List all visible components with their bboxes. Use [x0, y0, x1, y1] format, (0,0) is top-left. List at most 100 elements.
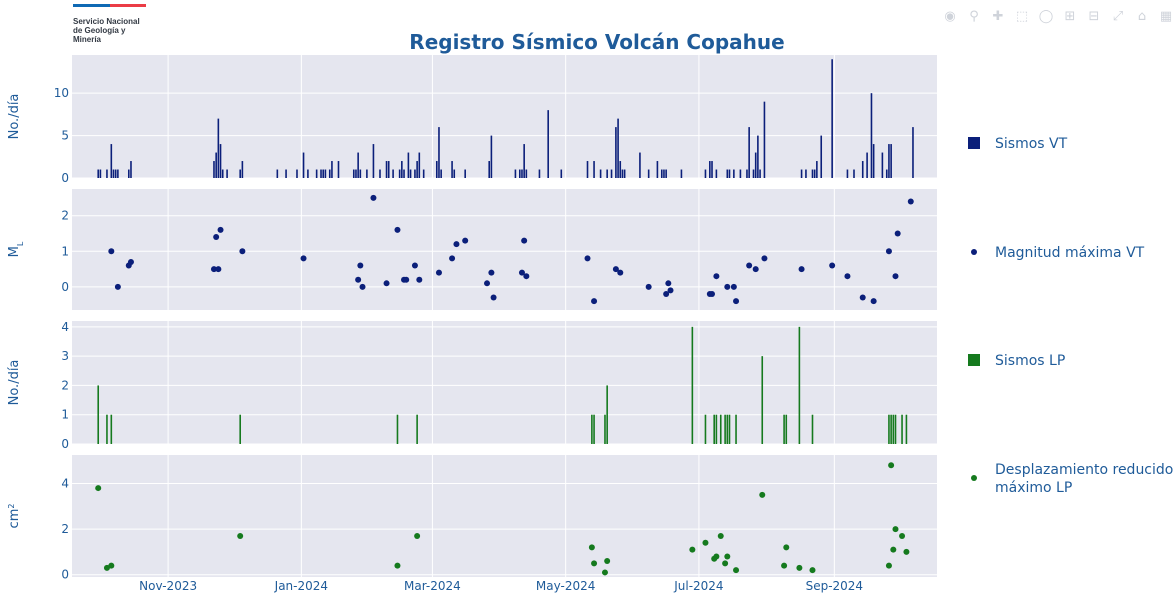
bar [307, 169, 309, 178]
data-point [355, 276, 362, 283]
data-point [907, 198, 914, 205]
bar [414, 169, 416, 178]
data-point [213, 234, 220, 241]
logo-line-1: Servicio Nacional [73, 17, 140, 26]
bar [905, 414, 908, 444]
legend-label: Sismos LP [995, 353, 1065, 369]
bar [106, 414, 108, 444]
data-point [689, 546, 696, 553]
y-tick-label: 0 [61, 568, 69, 582]
data-point [892, 273, 899, 280]
autoscale-icon[interactable]: ⤢ [1112, 9, 1124, 24]
data-point [604, 558, 611, 565]
data-point [761, 255, 768, 262]
data-point [462, 237, 469, 244]
data-point [601, 569, 608, 576]
lasso-icon[interactable]: ◯ [1038, 9, 1054, 24]
bar [660, 169, 663, 178]
data-point [829, 262, 836, 269]
zoom-out-icon[interactable]: ⊟ [1088, 9, 1100, 24]
panel-vt: 0 5 10 No./día Sismos VT [7, 55, 1068, 185]
y-tick-label: 0 [61, 437, 69, 451]
bar [215, 152, 217, 178]
data-point [844, 273, 851, 280]
zoom-icon[interactable]: ⚲ [969, 9, 979, 24]
data-point [888, 462, 895, 469]
bar [355, 169, 357, 178]
bar [870, 93, 873, 178]
bar [521, 169, 523, 178]
bar [881, 152, 884, 178]
y-axis-label-script: 2 [7, 504, 16, 509]
bar [805, 169, 807, 178]
bar [617, 118, 619, 178]
bar [811, 169, 814, 178]
x-tick-label: Jan-2024 [274, 579, 328, 593]
bar [892, 414, 895, 444]
bar [811, 414, 814, 444]
data-point [453, 241, 460, 248]
bar [785, 414, 788, 444]
plotly-logo-icon[interactable]: ▦ [1159, 9, 1173, 24]
bar [110, 144, 113, 178]
bar [276, 169, 279, 178]
bar [398, 169, 401, 178]
bar [525, 169, 528, 178]
data-point [591, 560, 598, 567]
zoom-in-icon[interactable]: ⊞ [1064, 9, 1076, 24]
bar [726, 169, 729, 178]
sernageomin-logo: Servicio Nacional de Geología y Minería [73, 4, 153, 44]
bar [226, 169, 228, 178]
bar [241, 161, 244, 178]
reset-axes-icon[interactable]: ⌂ [1137, 9, 1147, 24]
data-point [383, 280, 390, 287]
data-point [733, 567, 740, 574]
bar [604, 414, 606, 444]
data-point [95, 485, 102, 492]
y-tick-label: 4 [61, 477, 69, 491]
data-point [521, 237, 528, 244]
bar [285, 169, 287, 178]
bar [621, 169, 624, 178]
bar [322, 169, 324, 178]
y-axis-label: No./día [7, 94, 22, 140]
y-tick-label: 1 [61, 244, 69, 258]
data-point [237, 532, 244, 539]
bar [239, 169, 241, 178]
bar [239, 414, 241, 444]
y-tick-label: 0 [61, 280, 69, 294]
logo-red-stripe [109, 4, 146, 7]
y-tick-label: 2 [61, 378, 69, 392]
plot-background [72, 55, 937, 178]
bar [861, 161, 864, 178]
x-tick-label: May-2024 [536, 579, 595, 593]
data-point [903, 548, 910, 555]
bar [110, 414, 113, 444]
legend-swatch [968, 354, 980, 366]
bar [127, 169, 130, 178]
pan-icon[interactable]: ✚ [992, 9, 1004, 24]
data-point [783, 544, 790, 551]
bar [610, 169, 613, 178]
data-point [798, 266, 805, 273]
data-point [411, 262, 418, 269]
data-point [894, 230, 901, 237]
legend-label-line: máximo LP [995, 480, 1072, 496]
data-point [588, 544, 595, 551]
data-point [796, 564, 803, 571]
data-point [490, 294, 497, 301]
bar [392, 169, 394, 178]
box-select-icon[interactable]: ⬚ [1015, 9, 1029, 24]
y-tick-label: 0 [61, 171, 69, 185]
bar [733, 169, 735, 178]
bar [217, 118, 220, 178]
bar [337, 161, 340, 178]
bar [663, 169, 665, 178]
bar [409, 169, 412, 178]
bar [396, 414, 399, 444]
y-tick-label: 4 [61, 320, 69, 334]
bar [401, 161, 403, 178]
bar [490, 135, 493, 178]
camera-icon[interactable]: ◉ [944, 9, 956, 24]
